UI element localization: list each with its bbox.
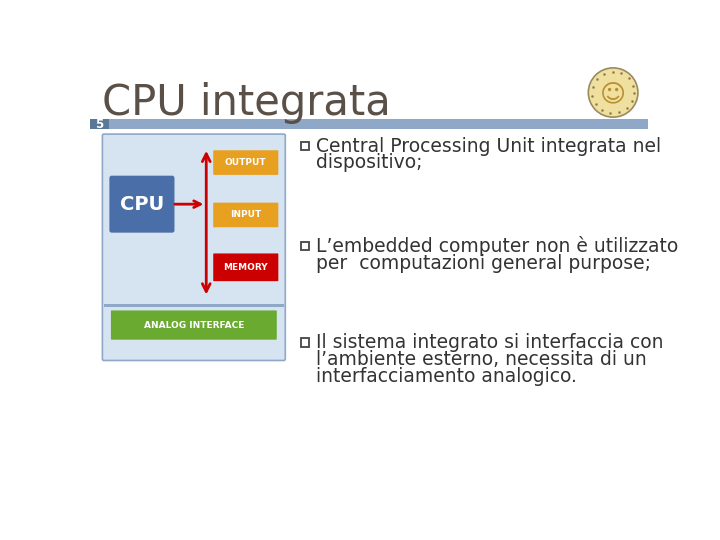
FancyBboxPatch shape bbox=[213, 253, 279, 281]
Bar bbox=[301, 242, 310, 251]
Text: CPU integrata: CPU integrata bbox=[102, 82, 390, 124]
Bar bbox=[301, 142, 310, 150]
Text: interfacciamento analogico.: interfacciamento analogico. bbox=[316, 367, 577, 386]
Text: Central Processing Unit integrata nel: Central Processing Unit integrata nel bbox=[316, 137, 662, 156]
FancyBboxPatch shape bbox=[213, 150, 279, 175]
FancyBboxPatch shape bbox=[111, 310, 276, 340]
FancyBboxPatch shape bbox=[109, 176, 174, 233]
Text: l’ambiente esterno, necessita di un: l’ambiente esterno, necessita di un bbox=[316, 350, 647, 369]
Text: CPU: CPU bbox=[120, 195, 164, 214]
Text: ANALOG INTERFACE: ANALOG INTERFACE bbox=[144, 321, 244, 329]
Text: per  computazioni general purpose;: per computazioni general purpose; bbox=[316, 254, 652, 273]
Text: MEMORY: MEMORY bbox=[223, 263, 268, 272]
Text: 5: 5 bbox=[95, 118, 104, 131]
Text: Il sistema integrato si interfaccia con: Il sistema integrato si interfaccia con bbox=[316, 333, 664, 352]
Bar bbox=[301, 338, 310, 347]
Bar bbox=[104, 303, 284, 307]
Bar bbox=[90, 119, 109, 130]
Text: dispositivo;: dispositivo; bbox=[316, 153, 423, 172]
Text: L’embedded computer non è utilizzato: L’embedded computer non è utilizzato bbox=[316, 236, 678, 256]
Circle shape bbox=[588, 68, 638, 117]
FancyBboxPatch shape bbox=[102, 134, 285, 361]
FancyBboxPatch shape bbox=[213, 202, 279, 227]
Bar bbox=[90, 119, 648, 130]
Text: INPUT: INPUT bbox=[230, 211, 261, 219]
Text: ☺: ☺ bbox=[600, 82, 626, 106]
Text: OUTPUT: OUTPUT bbox=[225, 158, 266, 167]
